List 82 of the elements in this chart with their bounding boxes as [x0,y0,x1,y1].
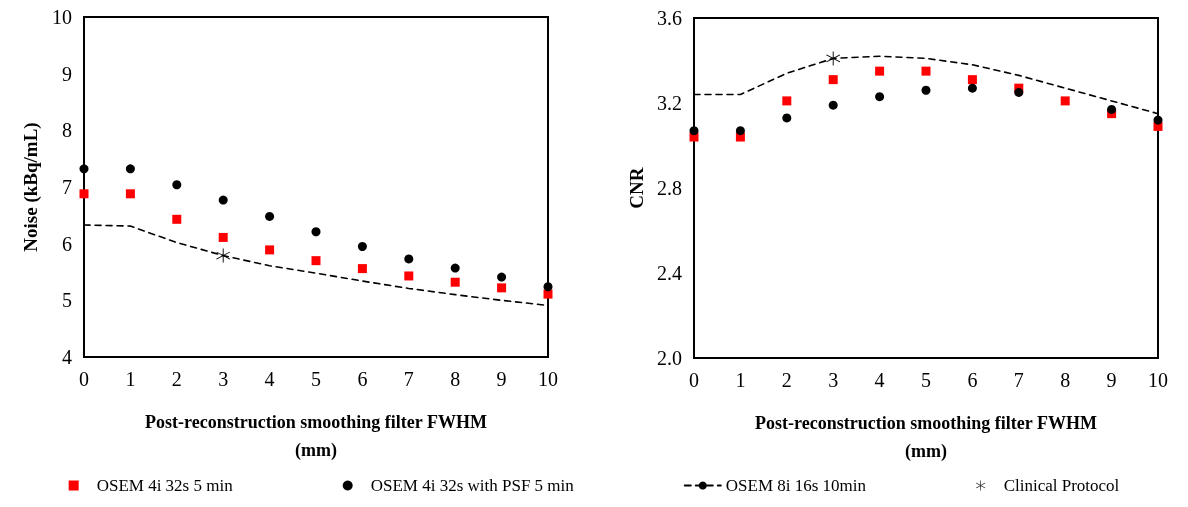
point [311,256,321,266]
x-tick-label: 2 [781,369,792,392]
y-tick-label: 4 [62,346,72,368]
x-tick-label: 8 [1060,369,1071,392]
x-tick-label: 9 [1106,369,1117,392]
x-tick-label: 6 [967,369,978,392]
x-tick-label: 4 [264,368,275,390]
x-tick-label: 3 [828,369,839,392]
point [828,100,838,110]
point [172,214,182,224]
point [404,254,414,264]
legend-label: OSEM 4i 32s with PSF 5 min [370,476,575,495]
y-tick-label: 10 [52,6,72,28]
y-tick-label: 2.4 [657,262,682,285]
legend-label: OSEM 8i 16s 10min [725,476,867,495]
point [967,75,977,85]
y-tick-label: 5 [62,289,72,312]
y-tick-label: 3.6 [657,7,682,29]
y-tick-label: 8 [62,119,72,142]
point [357,264,367,274]
x-axis-title: Post-reconstruction smoothing filter FWHM (mm) [145,411,487,461]
point [967,83,977,93]
point [450,277,460,287]
x-tick-label: 6 [357,368,368,390]
x-tick-label: 10 [1148,369,1168,392]
point [1014,87,1024,97]
point [497,272,507,282]
x-tick-label: 2 [171,368,182,390]
x-tick-label: 7 [403,368,414,390]
point [735,126,745,136]
point [782,113,792,123]
x-tick-label: 9 [496,368,507,390]
point [543,289,553,299]
x-tick-label: 10 [538,368,558,390]
point [921,85,931,95]
point [265,245,275,255]
point [218,195,228,205]
y-tick-label: 2.8 [657,177,682,200]
point [125,164,135,174]
point [357,242,367,251]
point [543,282,553,292]
x-axis-title: Post-reconstruction smoothing filter FWHM (mm) [755,413,1097,462]
point [1153,115,1163,125]
point [921,66,931,76]
x-tick-label: 5 [921,369,931,392]
y-tick-label: 2.0 [657,347,682,370]
y-tick-label: 3.2 [657,92,682,115]
y-tick-label: 6 [62,232,72,255]
point [875,66,885,76]
point [1060,96,1070,106]
x-tick-label: 0 [689,369,699,392]
point [311,227,321,237]
point [782,96,792,106]
point [79,164,89,174]
point [826,51,841,66]
x-tick-label: 8 [450,368,461,390]
point [404,271,414,281]
x-tick-label: 5 [311,368,321,390]
point [265,211,275,221]
point [125,189,135,199]
legend-label: Clinical Protocol [1003,476,1120,495]
point [172,180,182,190]
point [828,75,838,85]
x-tick-label: 0 [79,368,89,390]
point [218,232,228,242]
point [216,248,231,263]
y-tick-label: 7 [62,176,72,198]
point [450,263,460,273]
point [497,283,507,293]
point [79,189,89,199]
point [1107,104,1117,114]
x-tick-label: 7 [1013,369,1024,392]
point [689,126,699,136]
y-axis-title: Noise (kBq/mL) [20,122,42,252]
x-tick-label: 4 [874,369,885,392]
x-tick-label: 1 [735,369,746,392]
point [875,92,885,102]
y-tick-label: 9 [62,62,72,85]
x-tick-label: 3 [218,368,229,390]
x-tick-label: 1 [125,368,136,390]
legend-label: OSEM 4i 32s 5 min [96,476,234,495]
y-axis-title: CNR [626,167,648,209]
